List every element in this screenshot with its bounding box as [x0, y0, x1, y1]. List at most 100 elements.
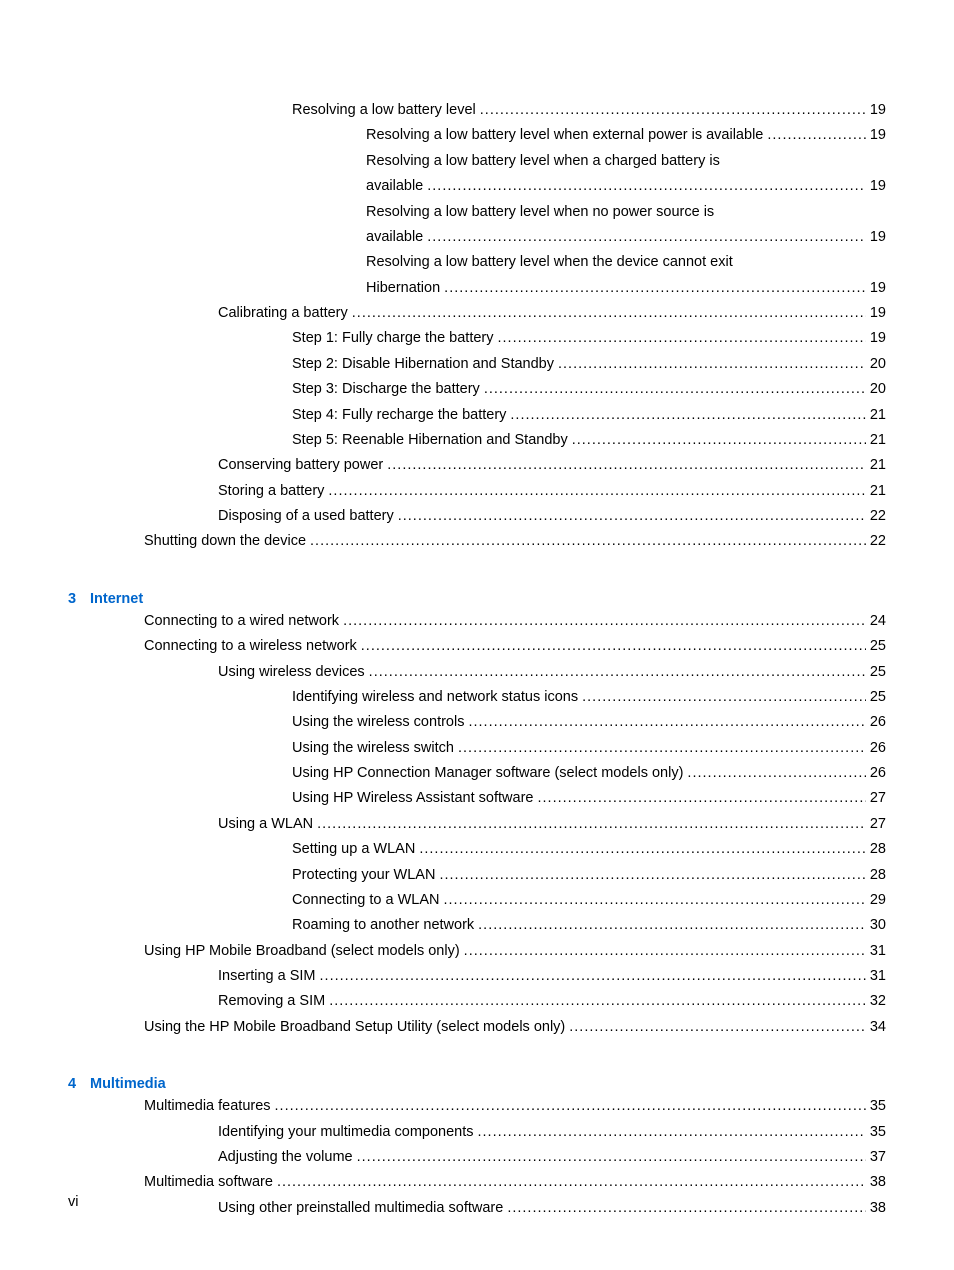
toc-page-number: 21 [866, 403, 886, 428]
toc-leader-dots [683, 761, 865, 786]
toc-leader-dots [348, 301, 866, 326]
chapter-title: Internet [90, 591, 143, 607]
toc-leader-dots [316, 964, 866, 989]
toc-entry-text: Disposing of a used battery [218, 504, 394, 529]
toc-leader-dots [460, 939, 866, 964]
toc-page-number: 26 [866, 761, 886, 786]
toc-entry: Step 2: Disable Hibernation and Standby … [68, 352, 886, 377]
toc-entry-text: Using HP Wireless Assistant software [292, 786, 533, 811]
toc-entry-text: Using the wireless controls [292, 710, 464, 735]
toc-leader-dots [324, 479, 865, 504]
toc-entry-text: Resolving a low battery level when no po… [68, 200, 886, 225]
toc-entry-text: Step 2: Disable Hibernation and Standby [292, 352, 554, 377]
toc-leader-dots [763, 123, 866, 148]
toc-page-number: 20 [866, 377, 886, 402]
toc-page-number: 20 [866, 352, 886, 377]
toc-entry-text: available [366, 174, 423, 199]
toc-entry-text: Conserving battery power [218, 453, 383, 478]
toc-entry: Multimedia software 38 [68, 1170, 886, 1195]
toc-leader-dots [365, 660, 866, 685]
toc-entry: Using HP Connection Manager software (se… [68, 761, 886, 786]
toc-entry-text: Multimedia software [144, 1170, 273, 1195]
toc-entry-text: Using the HP Mobile Broadband Setup Util… [144, 1015, 565, 1040]
toc-entry: Adjusting the volume 37 [68, 1145, 886, 1170]
toc-entry: Using HP Wireless Assistant software 27 [68, 786, 886, 811]
toc-entry: Using other preinstalled multimedia soft… [68, 1196, 886, 1221]
toc-leader-dots [506, 403, 865, 428]
toc-page-number: 21 [866, 428, 886, 453]
toc-page-number: 35 [866, 1120, 886, 1145]
toc-leader-dots [313, 812, 866, 837]
toc-entry: Multimedia features 35 [68, 1094, 886, 1119]
toc-leader-dots [440, 276, 866, 301]
toc-leader-dots [578, 685, 866, 710]
toc-entry: Connecting to a wired network 24 [68, 609, 886, 634]
toc-leader-dots [454, 736, 866, 761]
chapter-number: 3 [68, 591, 90, 607]
toc-entry-text: Step 3: Discharge the battery [292, 377, 480, 402]
toc-entry-text: Step 5: Reenable Hibernation and Standby [292, 428, 568, 453]
toc-leader-dots [464, 710, 865, 735]
toc-entry-text: Storing a battery [218, 479, 324, 504]
toc-leader-dots [474, 913, 866, 938]
toc-leader-dots [568, 428, 866, 453]
toc-entry-text: Connecting to a wired network [144, 609, 339, 634]
toc-entry: Protecting your WLAN 28 [68, 863, 886, 888]
toc-entry: Calibrating a battery 19 [68, 301, 886, 326]
toc-leader-dots [565, 1015, 866, 1040]
toc-page-number: 35 [866, 1094, 886, 1119]
toc-entry-text: Shutting down the device [144, 529, 306, 554]
toc-entry: Step 4: Fully recharge the battery 21 [68, 403, 886, 428]
toc-entry-text: Step 1: Fully charge the battery [292, 326, 494, 351]
toc-page-number: 21 [866, 453, 886, 478]
toc-entry: Removing a SIM 32 [68, 989, 886, 1014]
toc-page-number: 27 [866, 812, 886, 837]
toc-entry-text: Inserting a SIM [218, 964, 316, 989]
chapter-number: 4 [68, 1076, 90, 1092]
toc-entry-text: Protecting your WLAN [292, 863, 435, 888]
toc-leader-dots [494, 326, 866, 351]
toc-entry-text: Calibrating a battery [218, 301, 348, 326]
toc-page-number: 38 [866, 1196, 886, 1221]
toc-leader-dots [503, 1196, 866, 1221]
toc-page-number: 32 [866, 989, 886, 1014]
toc-entry: available 19 [68, 225, 886, 250]
toc-entry: Disposing of a used battery 22 [68, 504, 886, 529]
toc-leader-dots [383, 453, 866, 478]
toc-entry: available 19 [68, 174, 886, 199]
toc-entry-text: Using other preinstalled multimedia soft… [218, 1196, 503, 1221]
toc-entry: Storing a battery 21 [68, 479, 886, 504]
toc-leader-dots [273, 1170, 866, 1195]
toc-leader-dots [415, 837, 866, 862]
toc-page-number: 19 [866, 276, 886, 301]
toc-page-number: 19 [866, 174, 886, 199]
toc-page-number: 19 [866, 301, 886, 326]
toc-leader-dots [353, 1145, 866, 1170]
toc-page-number: 19 [866, 98, 886, 123]
toc-entry-text: Identifying your multimedia components [218, 1120, 474, 1145]
toc-page-number: 19 [866, 123, 886, 148]
toc-page-number: 25 [866, 660, 886, 685]
toc-page-number: 28 [866, 837, 886, 862]
toc-entry-text: available [366, 225, 423, 250]
toc-entry-text: Resolving a low battery level when exter… [366, 123, 763, 148]
toc-entry-text: Using a WLAN [218, 812, 313, 837]
toc-entry: Step 5: Reenable Hibernation and Standby… [68, 428, 886, 453]
toc-entry: Using wireless devices 25 [68, 660, 886, 685]
toc-leader-dots [306, 529, 866, 554]
toc-leader-dots [533, 786, 865, 811]
toc-entry-text: Setting up a WLAN [292, 837, 415, 862]
toc-leader-dots [325, 989, 866, 1014]
toc-entry-text: Multimedia features [144, 1094, 271, 1119]
toc-page-number: 21 [866, 479, 886, 504]
toc-entry-text: Using HP Mobile Broadband (select models… [144, 939, 460, 964]
toc-page-number: 31 [866, 939, 886, 964]
toc-entry: Identifying wireless and network status … [68, 685, 886, 710]
toc-entry-text: Step 4: Fully recharge the battery [292, 403, 506, 428]
toc-entry: Shutting down the device 22 [68, 529, 886, 554]
toc-leader-dots [476, 98, 866, 123]
toc-page-number: 27 [866, 786, 886, 811]
toc-entry: Using HP Mobile Broadband (select models… [68, 939, 886, 964]
toc-entry-text: Adjusting the volume [218, 1145, 353, 1170]
toc-leader-dots [394, 504, 866, 529]
